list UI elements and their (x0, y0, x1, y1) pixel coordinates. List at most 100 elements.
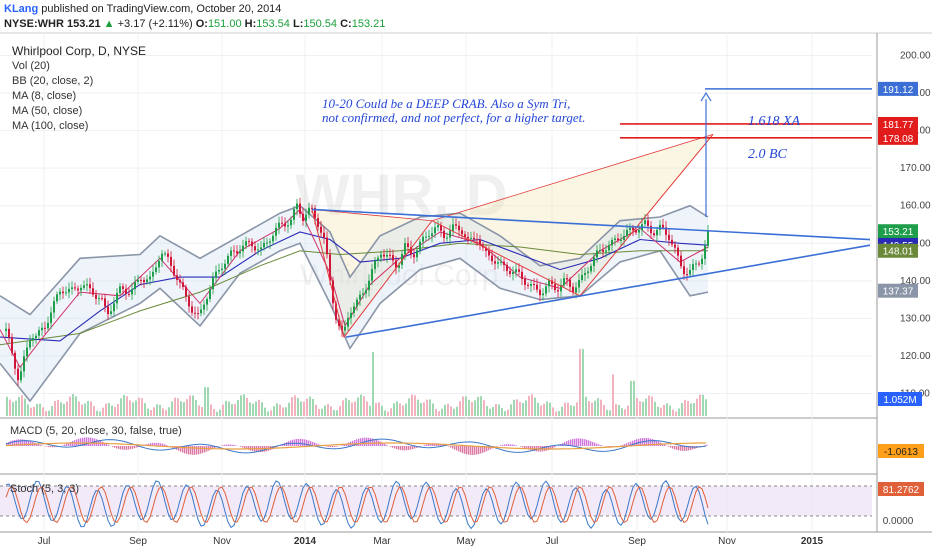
volume-bar (258, 399, 260, 416)
candle-body (449, 230, 451, 238)
candle-body (410, 247, 412, 255)
macd-bar (426, 444, 428, 446)
volume-bar (459, 401, 461, 416)
candle-body (467, 236, 469, 239)
candle-body (470, 237, 472, 239)
high-value: 153.54 (256, 18, 290, 30)
macd-bar (122, 446, 124, 450)
volume-bar (78, 401, 80, 416)
author-link[interactable]: KLang (4, 3, 39, 15)
macd-bar (40, 445, 42, 446)
volume-bar (447, 403, 449, 416)
candle-body (545, 286, 547, 294)
ma8-line (0, 208, 709, 369)
macd-bar (620, 445, 622, 446)
volume-bar (27, 404, 29, 416)
volume-bar (198, 405, 200, 416)
legend-bollinger[interactable]: BB (20, close, 2) (12, 75, 94, 87)
macd-bar (628, 442, 630, 446)
volume-bar (171, 401, 173, 416)
candle-body (440, 225, 442, 231)
volume-bar (579, 348, 581, 416)
bc-label: 2.0 BC (748, 147, 787, 162)
macd-bar (104, 442, 106, 446)
volume-bar (45, 411, 47, 416)
candle-body (377, 257, 379, 262)
volume-bar (24, 398, 26, 416)
macd-bar (566, 441, 568, 446)
candle-body (677, 247, 679, 256)
candle-body (185, 287, 187, 297)
candle-body (563, 278, 565, 285)
volume-bar (369, 405, 371, 416)
macd-bar (164, 444, 166, 446)
macd-bar (624, 443, 626, 446)
volume-bar (636, 398, 638, 416)
volume-bar (522, 403, 524, 416)
legend-volume[interactable]: Vol (20) (12, 60, 50, 72)
macd-bar (488, 446, 490, 451)
volume-bar (573, 406, 575, 416)
candle-body (221, 268, 223, 271)
macd-bar (482, 446, 484, 453)
candle-body (308, 207, 310, 215)
volume-bar (321, 408, 323, 416)
legend-ma100[interactable]: MA (100, close) (12, 120, 89, 132)
candle-body (335, 303, 337, 320)
macd-bar (448, 446, 450, 447)
macd-bar (240, 446, 242, 447)
candle-body (605, 250, 607, 252)
volume-bar (678, 408, 680, 416)
candle-body (623, 235, 625, 240)
macd-bar (500, 445, 502, 446)
candle-body (443, 230, 445, 239)
volume-bar (54, 401, 56, 416)
candle-body (629, 227, 631, 230)
macd-title: MACD (5, 20, close, 30, false, true) (10, 425, 182, 437)
candle-body (368, 280, 370, 291)
macd-bar (432, 443, 434, 446)
macd-bar (374, 439, 376, 446)
candle-body (209, 289, 211, 300)
volume-bar (672, 409, 674, 416)
volume-bar (285, 407, 287, 416)
macd-bar (528, 446, 530, 450)
volume-bar (36, 403, 38, 416)
volume-bar (150, 410, 152, 416)
volume-bar (69, 396, 71, 416)
macd-bar (576, 438, 578, 446)
macd-bar (64, 444, 66, 446)
symbol-label[interactable]: NYSE:WHR (4, 18, 64, 30)
candle-body (485, 247, 487, 251)
candle-body (680, 255, 682, 267)
macd-line (5, 438, 707, 454)
candle-body (149, 276, 151, 280)
macd-bar (248, 446, 250, 450)
macd-bar (358, 438, 360, 446)
macd-bar (428, 443, 430, 446)
volume-bar (273, 406, 275, 416)
volume-bar (462, 396, 464, 416)
legend-ma8[interactable]: MA (8, close) (12, 90, 77, 102)
candle-body (77, 288, 79, 291)
macd-bar (402, 446, 404, 451)
legend-ma50[interactable]: MA (50, close) (12, 105, 83, 117)
candle-body (476, 239, 478, 241)
candle-body (611, 239, 613, 246)
macd-bar (230, 444, 232, 446)
candle-body (551, 280, 553, 284)
candle-body (599, 250, 601, 252)
candle-body (311, 207, 313, 209)
macd-bar (546, 446, 548, 451)
volume-bar (540, 405, 542, 416)
candle-body (602, 250, 604, 252)
volume-bar (306, 398, 308, 416)
macd-bar (314, 442, 316, 446)
volume-bar (474, 400, 476, 416)
volume-bar (213, 409, 215, 416)
candle-body (224, 263, 226, 269)
candle-body (617, 238, 619, 241)
volume-bar (39, 403, 41, 416)
price-label-tag (878, 283, 918, 298)
